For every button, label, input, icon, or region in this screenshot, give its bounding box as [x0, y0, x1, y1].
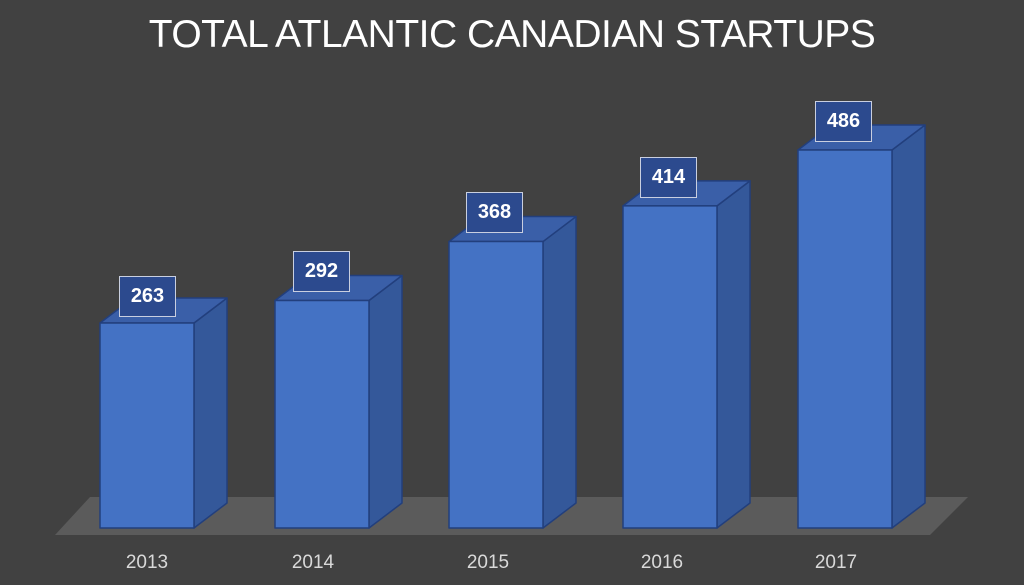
- data-label-2017: 486: [815, 101, 872, 142]
- chart-title: TOTAL ATLANTIC CANADIAN STARTUPS: [148, 13, 876, 56]
- data-label-2013: 263: [119, 276, 176, 317]
- bar-2014: [274, 274, 403, 529]
- x-axis-label-2014: 2014: [291, 552, 335, 573]
- bar-2017: [797, 124, 926, 529]
- data-label-2014: 292: [293, 251, 350, 292]
- bar-2015: [448, 215, 577, 529]
- x-axis-label-2013: 2013: [125, 552, 169, 573]
- data-label-2015: 368: [466, 192, 523, 233]
- x-axis-label-2015: 2015: [466, 552, 510, 573]
- x-axis-label-2016: 2016: [640, 552, 684, 573]
- x-axis-label-2017: 2017: [814, 552, 858, 573]
- data-label-2016: 414: [640, 157, 697, 198]
- bar-2013: [99, 297, 228, 529]
- bar-2016: [622, 180, 751, 529]
